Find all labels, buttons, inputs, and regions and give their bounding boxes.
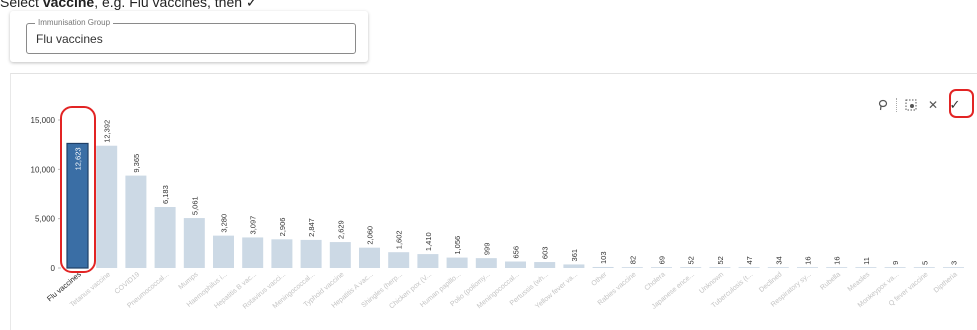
chart-bar[interactable] — [242, 237, 264, 268]
chart-bar[interactable] — [125, 175, 147, 268]
chart-bar[interactable] — [329, 242, 351, 268]
chart-bar[interactable] — [767, 267, 789, 268]
chart-bar[interactable] — [213, 235, 234, 268]
chart-bar[interactable] — [709, 267, 731, 268]
bar-value-label: 34 — [774, 256, 783, 264]
select-rect-icon[interactable] — [900, 94, 922, 116]
chart-card — [10, 73, 977, 330]
bar-value-label: 603 — [541, 247, 550, 260]
bar-value-label: 47 — [745, 256, 754, 264]
y-tick-label: 0 — [51, 264, 56, 273]
confirm-check-icon[interactable]: ✓ — [949, 96, 961, 112]
instruction-bold: vaccine — [42, 0, 95, 10]
bar-value-label: 16 — [804, 256, 813, 264]
bar-value-label: 2,060 — [366, 226, 375, 245]
chart-bar[interactable] — [475, 258, 497, 268]
chart-bar[interactable] — [505, 261, 526, 268]
x-category-label: Other — [590, 271, 608, 288]
selected-bar-annotation-box — [60, 106, 96, 273]
bar-value-label: 5 — [920, 261, 929, 265]
instruction-suffix: , e.g. Flu vaccines, then ✓ — [94, 0, 258, 10]
chart-bar[interactable] — [417, 254, 439, 268]
bar-value-label: 9,365 — [132, 154, 141, 173]
immunisation-group-legend: Immunisation Group — [35, 18, 114, 27]
bar-value-label: 16 — [833, 256, 842, 264]
bar-value-label: 12,623 — [74, 147, 83, 170]
bar-value-label: 2,629 — [336, 220, 345, 239]
x-category-label: Measles — [847, 271, 872, 293]
bar-value-label: 3 — [950, 261, 959, 265]
bar-value-label: 3,280 — [220, 214, 229, 233]
bar-value-label: 1,056 — [453, 236, 462, 255]
chart-bar[interactable] — [680, 267, 702, 268]
chart-bar[interactable] — [563, 264, 585, 268]
x-category-label: COVID19 — [114, 271, 142, 296]
chart-bar[interactable] — [797, 267, 818, 268]
y-tick-label: 15,000 — [31, 116, 56, 125]
chart-bar[interactable] — [534, 262, 556, 268]
bar-value-label: 3,097 — [249, 216, 258, 235]
chart-bar[interactable] — [913, 267, 935, 268]
chart-bar[interactable] — [183, 218, 205, 268]
chart-bar[interactable] — [300, 239, 322, 268]
bar-value-label: 6,183 — [161, 185, 170, 204]
immunisation-group-value: Flu vaccines — [36, 32, 103, 46]
instruction-prefix: Select — [0, 0, 43, 10]
chart-bar[interactable] — [271, 239, 293, 268]
bar-value-label: 1,602 — [395, 230, 404, 249]
check-annotation-box — [949, 89, 974, 118]
chart-bar[interactable] — [826, 267, 848, 268]
chart-bar[interactable] — [359, 247, 380, 268]
chart-bar[interactable] — [388, 252, 410, 268]
chart-bar[interactable] — [96, 145, 118, 268]
bar-value-label: 656 — [512, 246, 521, 259]
x-category-label: Declined — [758, 271, 783, 294]
x-category-label: Rubella — [819, 271, 842, 292]
chart-bar[interactable] — [943, 267, 964, 268]
bar-value-label: 12,392 — [103, 120, 112, 143]
chart-bar[interactable] — [592, 266, 614, 268]
bar-value-label: 5,061 — [190, 196, 199, 215]
bar-value-label: 999 — [482, 243, 491, 256]
bar-value-label: 361 — [570, 249, 579, 262]
x-category-label: Diptheria — [933, 271, 959, 294]
x-category-label: Mumps — [178, 271, 200, 291]
chart-bar[interactable] — [855, 267, 877, 268]
immunisation-group-field[interactable]: Immunisation Group Flu vaccines — [26, 18, 356, 54]
chart-bar[interactable] — [621, 267, 643, 268]
bar-value-label: 11 — [862, 257, 871, 265]
toolbar-divider — [896, 97, 898, 112]
immunisation-group-card: Immunisation Group Flu vaccines — [10, 11, 368, 62]
instruction-text: Select vaccine, e.g. Flu vaccines, then … — [0, 0, 258, 11]
chart-bar[interactable] — [884, 267, 906, 268]
chart-bar[interactable] — [738, 267, 760, 268]
bar-value-label: 9 — [891, 261, 900, 265]
bar-value-label: 103 — [599, 251, 608, 264]
chart-bar[interactable] — [154, 206, 176, 268]
bar-value-label: 2,906 — [278, 218, 287, 237]
x-category-label: Cholera — [644, 271, 667, 292]
bar-value-label: 2,847 — [307, 218, 316, 237]
chart-bar[interactable] — [446, 257, 468, 268]
y-tick-label: 5,000 — [35, 215, 56, 224]
bar-value-label: 1,410 — [424, 232, 433, 251]
bar-value-label: 52 — [687, 256, 696, 264]
chart-bar[interactable] — [651, 267, 672, 268]
selection-toolbar: ✕ ✓ — [872, 93, 977, 116]
bar-value-label: 82 — [628, 256, 637, 264]
y-tick-label: 10,000 — [31, 165, 56, 174]
bar-value-label: 69 — [658, 256, 667, 264]
x-category-label: Unknown — [698, 271, 725, 295]
close-icon[interactable]: ✕ — [927, 97, 939, 112]
bar-value-label: 52 — [716, 256, 725, 264]
lasso-icon[interactable] — [872, 94, 894, 116]
chart-bar[interactable] — [66, 142, 89, 269]
